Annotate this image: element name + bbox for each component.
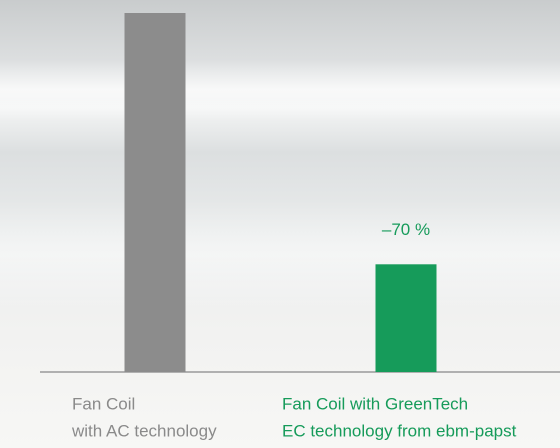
- x-tick-label: Fan Coil with GreenTech: [282, 394, 468, 413]
- bar: [375, 264, 437, 372]
- bar: [124, 13, 186, 372]
- background-shine: [0, 200, 560, 310]
- annotation: –70 %: [382, 220, 430, 239]
- x-tick-label: with AC technology: [71, 421, 217, 440]
- x-tick-label: EC technology from ebm-papst: [282, 421, 517, 440]
- x-tick-label: Fan Coil: [72, 394, 135, 413]
- background-shine: [0, 60, 560, 120]
